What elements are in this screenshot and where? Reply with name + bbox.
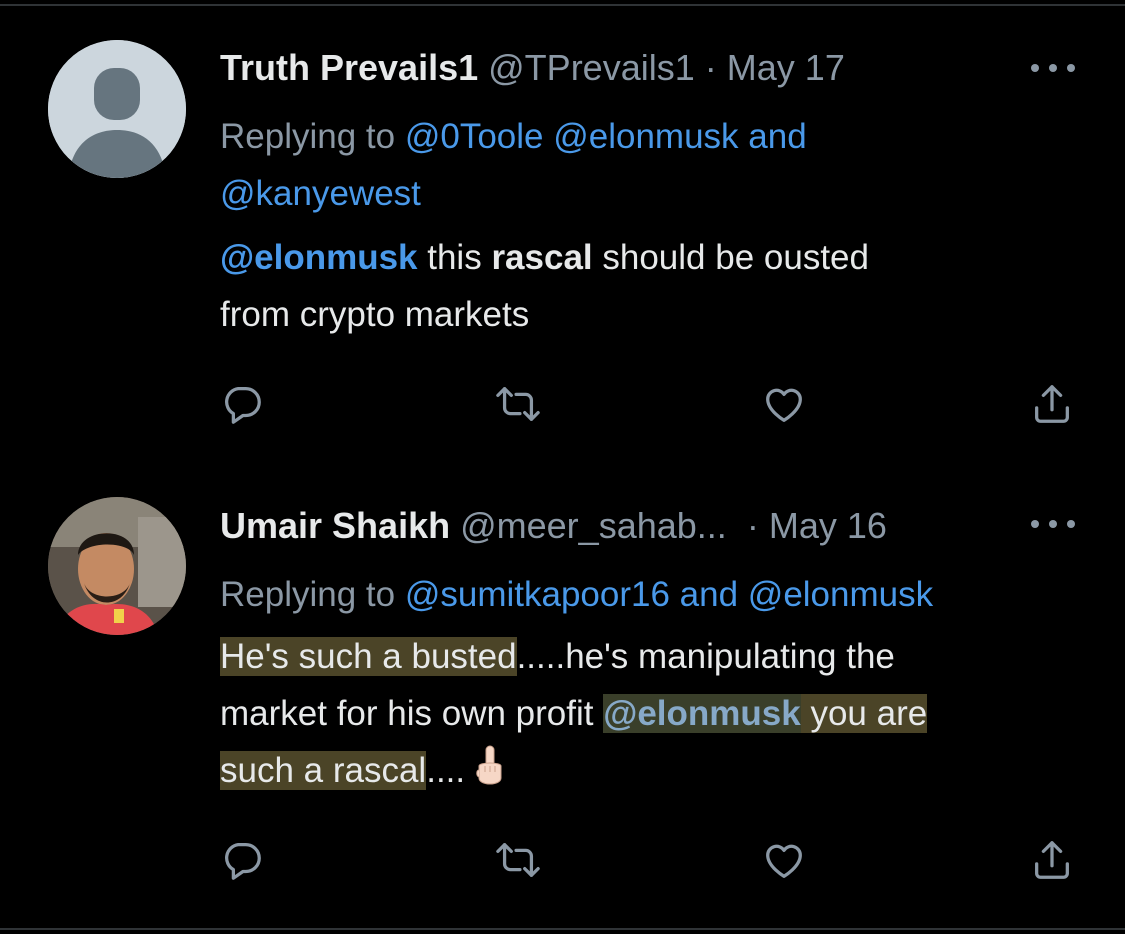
tweet-date[interactable]: May 17 — [726, 47, 845, 88]
reply-bubble-icon — [225, 387, 261, 424]
heart-icon — [766, 844, 802, 878]
tweet-text: He's such a busted.....he's manipulating… — [220, 628, 1085, 807]
author-handle[interactable]: @TPrevails1 — [488, 47, 695, 88]
retweet-button[interactable] — [488, 830, 548, 890]
separator-dot: · — [746, 505, 759, 546]
tweet-actions — [0, 830, 1125, 890]
tweet-2[interactable]: Umair Shaikh @meer_sahab... · May 16 Rep… — [0, 470, 1125, 934]
like-button[interactable] — [754, 374, 814, 434]
replying-to: Replying to @sumitkapoor16 and @elonmusk — [220, 575, 934, 614]
mention-elonmusk[interactable]: @elonmusk — [220, 238, 418, 277]
author-handle[interactable]: @meer_sahab... — [460, 505, 727, 546]
top-divider — [0, 4, 1125, 6]
tweet-text: @elonmusk this rascal should be ousted fr… — [220, 238, 869, 334]
replying-mention-kanyewest[interactable]: @kanyewest — [220, 174, 421, 213]
share-icon — [1035, 841, 1069, 879]
tweet-actions — [0, 374, 1125, 434]
tweet-header: Truth Prevails1 @TPrevails1 · May 17 — [220, 46, 845, 90]
author-name[interactable]: Truth Prevails1 — [220, 47, 479, 88]
highlighted-text: such a rascal — [220, 751, 427, 790]
share-button[interactable] — [1022, 374, 1082, 434]
author-name[interactable]: Umair Shaikh — [220, 505, 451, 546]
separator-dot: · — [704, 47, 717, 88]
retweet-icon — [496, 387, 540, 421]
tweet-date[interactable]: May 16 — [768, 505, 887, 546]
retweet-icon — [496, 843, 540, 877]
reply-bubble-icon — [225, 843, 261, 880]
more-horizontal-icon — [1031, 64, 1039, 72]
tweet-1[interactable]: Truth Prevails1 @TPrevails1 · May 17 Rep… — [0, 0, 1125, 470]
default-avatar-icon — [48, 40, 186, 178]
reply-button[interactable] — [212, 374, 272, 434]
like-button[interactable] — [754, 830, 814, 890]
bottom-divider — [0, 928, 1125, 930]
reply-button[interactable] — [212, 830, 272, 890]
share-icon — [1035, 385, 1069, 423]
replying-to: Replying to @0Toole @elonmusk and @kanye… — [220, 117, 807, 213]
avatar-default[interactable] — [48, 40, 186, 178]
mention-elonmusk[interactable]: @elonmusk — [603, 694, 801, 733]
highlighted-text: He's such a busted — [220, 637, 517, 676]
tweet-header: Umair Shaikh @meer_sahab... · May 16 — [220, 504, 887, 548]
share-button[interactable] — [1022, 830, 1082, 890]
middle-finger-emoji-icon — [475, 744, 505, 807]
avatar-photo[interactable] — [48, 497, 186, 635]
more-horizontal-icon — [1031, 520, 1039, 528]
replying-mentions[interactable]: @sumitkapoor16 and @elonmusk — [404, 575, 934, 614]
more-options-button[interactable] — [1031, 56, 1075, 80]
retweet-button[interactable] — [488, 374, 548, 434]
more-options-button[interactable] — [1031, 512, 1075, 536]
user-photo-icon — [48, 497, 186, 635]
heart-icon — [766, 388, 802, 422]
replying-mentions[interactable]: @0Toole @elonmusk and — [404, 117, 807, 156]
